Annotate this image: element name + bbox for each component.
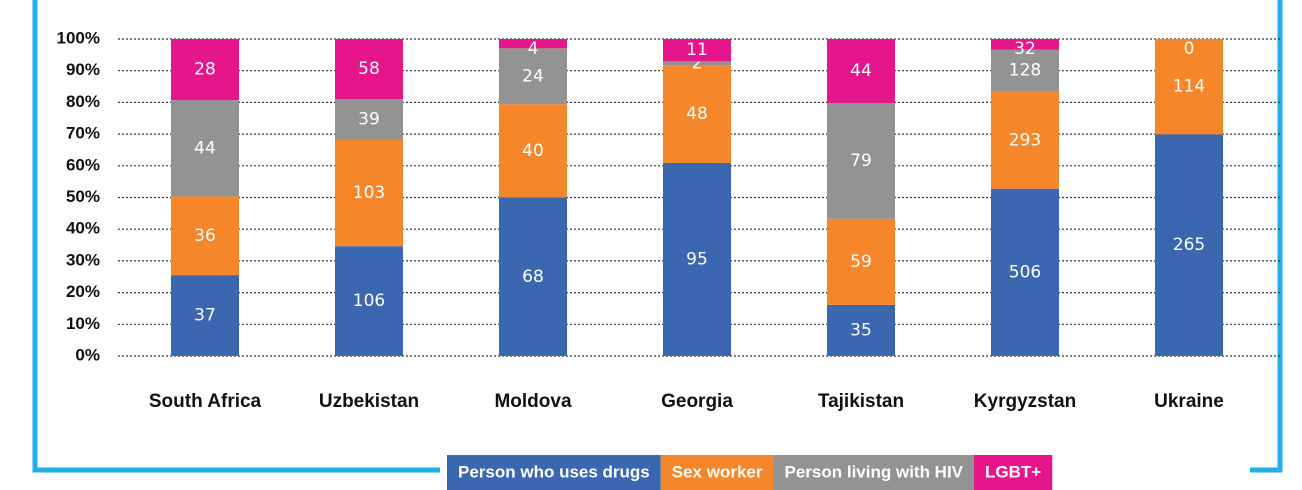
legend-swatch [447,455,661,490]
bar-segment [827,218,895,305]
value-label: 35 [850,320,872,340]
bar-segment [991,39,1059,50]
x-tick-label: South Africa [149,391,262,412]
bar-segment [171,196,239,276]
y-tick-label: 70% [66,124,100,143]
bar-segment [991,91,1059,189]
legend-swatch [773,455,975,490]
x-tick-label: Georgia [661,391,733,412]
bar-segment [827,304,895,356]
value-label: 44 [850,61,872,81]
value-label: 58 [358,59,380,79]
value-label: 2 [692,53,703,73]
bar-segment [663,65,731,163]
x-tick-label: Moldova [494,391,571,412]
value-label: 59 [850,252,872,272]
bar-segment [663,162,731,356]
legend-label: Person who uses drugs [458,462,650,481]
x-tick-label: Ukraine [1154,391,1224,412]
bar-segment [991,188,1059,356]
bar-segment [335,246,403,356]
value-label: 506 [1009,262,1041,282]
x-tick-label: Uzbekistan [319,391,419,412]
value-label: 36 [194,226,216,246]
value-label: 68 [522,267,544,287]
bar-segment [827,39,895,104]
value-label: 44 [194,138,216,158]
y-tick-label: 10% [66,314,100,333]
legend-label: Person living with HIV [785,462,964,481]
bar-segment [499,197,567,356]
value-label: 95 [686,249,708,269]
y-tick-label: 60% [66,155,100,174]
value-label: 103 [353,183,385,203]
y-tick-label: 50% [66,187,100,206]
value-label: 11 [686,40,708,60]
bar-segment [499,39,567,49]
y-tick-label: 90% [66,60,100,79]
value-label: 114 [1173,77,1205,97]
value-label: 293 [1009,130,1041,150]
value-label: 79 [850,151,872,171]
bar-segment [335,139,403,247]
value-label: 40 [522,141,544,161]
bar-segment [663,61,731,66]
bar-segment [827,103,895,219]
bar-segment [171,100,239,197]
x-tick-label: Tajikistan [818,391,904,412]
legend-label: LGBT+ [985,462,1041,481]
value-label: 128 [1009,61,1041,81]
legend-swatch [660,455,774,490]
bar-segment [663,39,731,62]
value-label: 106 [353,291,385,311]
frame [32,0,1283,473]
value-label: 0 [1184,39,1195,59]
value-label: 39 [358,109,380,129]
bar-segment [499,104,567,198]
value-label: 265 [1173,235,1205,255]
bar-segment [335,99,403,140]
bar-segment [1155,134,1223,356]
bar-segment [171,39,239,101]
value-label: 32 [1014,39,1036,59]
value-label: 4 [528,39,539,59]
y-tick-label: 80% [66,92,100,111]
bar-segment [335,39,403,100]
y-tick-label: 40% [66,219,100,238]
y-tick-label: 0% [75,345,100,364]
bar-segment [991,49,1059,92]
legend-label: Sex worker [672,462,763,481]
bar-segment [1155,39,1223,135]
y-tick-label: 30% [66,250,100,269]
value-label: 24 [522,66,544,86]
value-label: 37 [194,306,216,326]
bar-segment [171,275,239,356]
legend-swatch [974,455,1053,490]
y-tick-label: 20% [66,282,100,301]
value-label: 28 [194,60,216,80]
y-tick-label: 100% [57,28,100,47]
x-tick-label: Kyrgyzstan [974,391,1076,412]
value-label: 48 [686,104,708,124]
bar-segment [499,48,567,105]
